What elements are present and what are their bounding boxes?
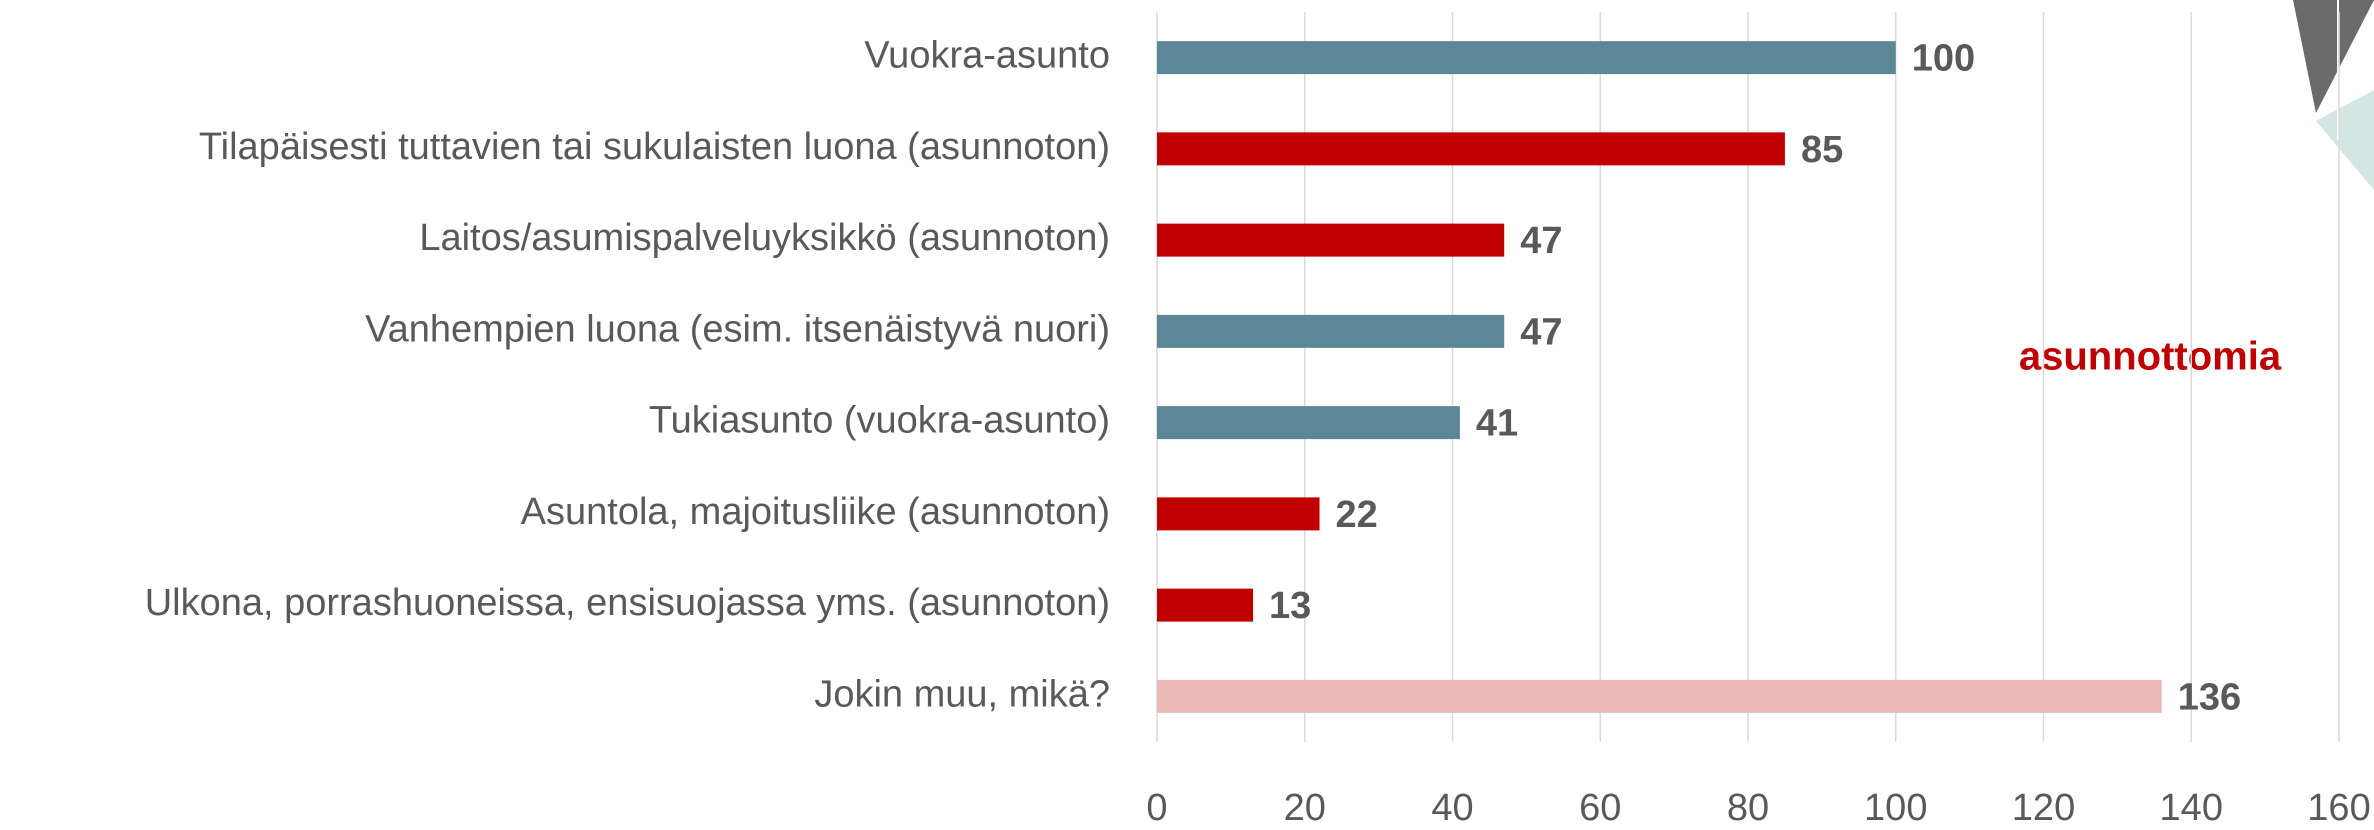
- bar: [1157, 588, 1254, 622]
- value-label: 85: [1801, 129, 1843, 171]
- y-tick-label: Laitos/asumispalveluyksikkö (asunnoton): [419, 217, 1110, 259]
- value-label: 13: [1269, 585, 1311, 627]
- value-label: 22: [1336, 494, 1378, 536]
- value-label: 100: [1912, 38, 1975, 80]
- bar: [1157, 41, 1896, 75]
- x-tick-label: 120: [2012, 787, 2075, 829]
- value-label: 136: [2178, 676, 2241, 718]
- y-tick-label: Vanhempien luona (esim. itsenäistyvä nuo…: [365, 308, 1110, 350]
- decoration: [2316, 90, 2374, 190]
- y-tick-label: Tukiasunto (vuokra-asunto): [649, 400, 1110, 442]
- value-label: 41: [1476, 403, 1518, 445]
- y-tick-label: Tilapäisesti tuttavien tai sukulaisten l…: [199, 126, 1110, 168]
- bar: [1157, 406, 1460, 440]
- y-tick-label: Ulkona, porrashuoneissa, ensisuojassa ym…: [145, 582, 1110, 624]
- bar: [1157, 223, 1505, 257]
- x-tick-label: 60: [1579, 787, 1621, 829]
- value-label: 47: [1520, 220, 1562, 262]
- x-tick-label: 80: [1727, 787, 1769, 829]
- x-tick-label: 20: [1284, 787, 1326, 829]
- y-tick-label: Jokin muu, mikä?: [814, 673, 1110, 715]
- bar: [1157, 132, 1785, 166]
- y-tick-label: Asuntola, majoitusliike (asunnoton): [521, 491, 1110, 533]
- x-tick-label: 0: [1146, 787, 1167, 829]
- y-tick-label: Vuokra-asunto: [864, 35, 1110, 77]
- annotation: asunnottomia: [2019, 335, 2282, 379]
- bar: [1157, 497, 1320, 531]
- bar: [1157, 314, 1505, 348]
- x-tick-label: 160: [2307, 787, 2370, 829]
- decoration: [2293, 0, 2374, 113]
- bar: [1157, 679, 2162, 713]
- x-tick-label: 100: [1864, 787, 1927, 829]
- value-label: 47: [1520, 311, 1562, 353]
- x-tick-label: 140: [2160, 787, 2223, 829]
- x-tick-label: 40: [1431, 787, 1473, 829]
